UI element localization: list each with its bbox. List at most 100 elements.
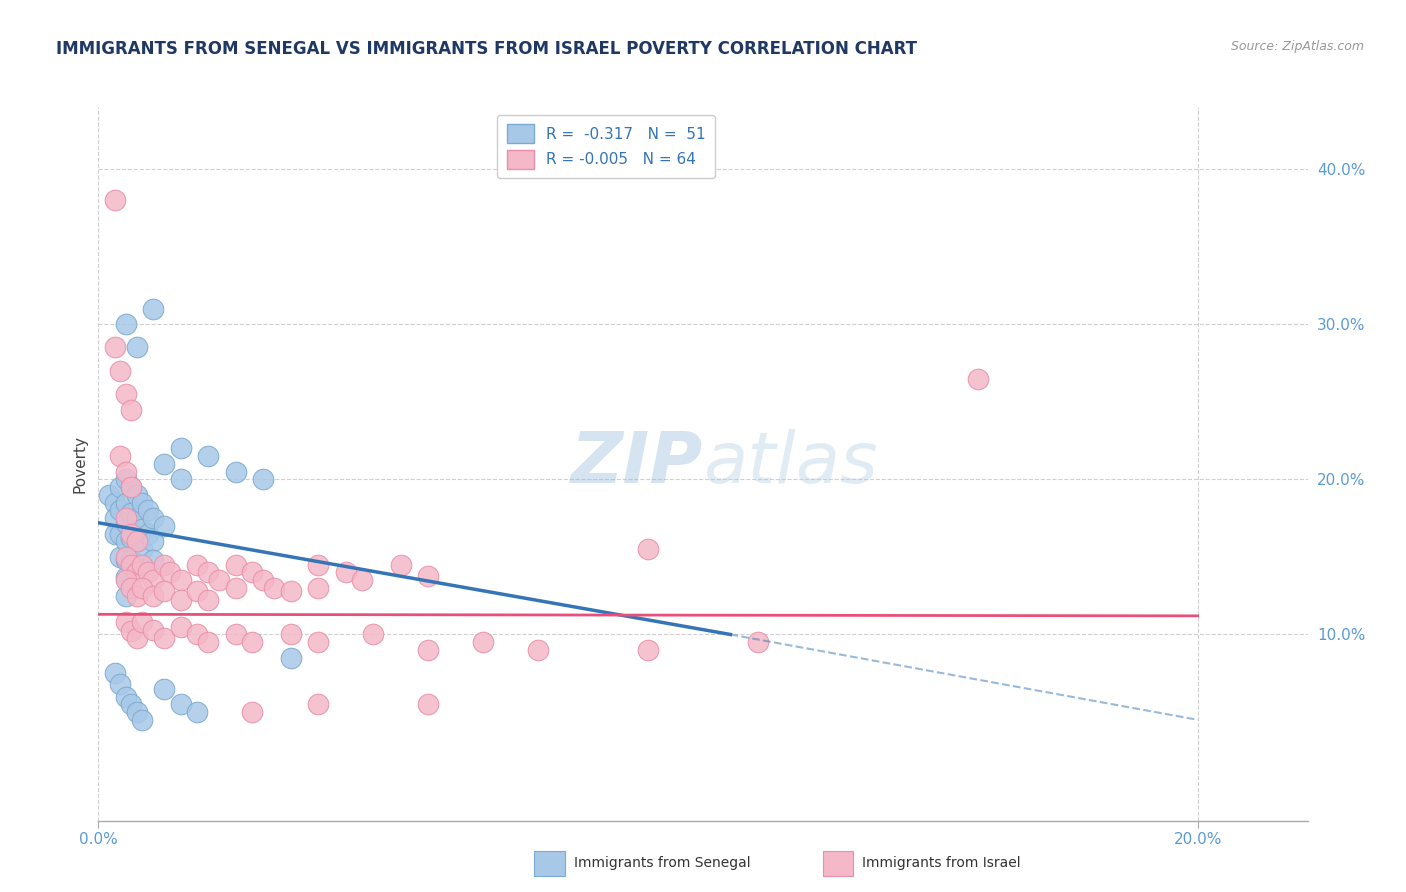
- Point: [263, 581, 285, 595]
- Point: [170, 620, 193, 634]
- Point: [115, 615, 138, 629]
- Point: [240, 566, 263, 580]
- Y-axis label: Poverty: Poverty: [72, 434, 87, 493]
- Point: [110, 526, 132, 541]
- Point: [637, 643, 659, 657]
- Point: [186, 558, 208, 572]
- Point: [142, 553, 165, 567]
- Point: [280, 650, 302, 665]
- Point: [120, 531, 142, 545]
- Point: [104, 511, 127, 525]
- Point: [115, 465, 138, 479]
- Text: IMMIGRANTS FROM SENEGAL VS IMMIGRANTS FROM ISRAEL POVERTY CORRELATION CHART: IMMIGRANTS FROM SENEGAL VS IMMIGRANTS FR…: [56, 40, 917, 58]
- Point: [418, 698, 440, 712]
- Point: [120, 553, 142, 567]
- Point: [131, 542, 153, 557]
- Point: [307, 698, 329, 712]
- Point: [153, 681, 176, 696]
- Point: [142, 573, 165, 587]
- Text: Source: ZipAtlas.com: Source: ZipAtlas.com: [1230, 40, 1364, 54]
- Point: [153, 558, 176, 572]
- Point: [170, 573, 193, 587]
- Point: [361, 627, 384, 641]
- Point: [352, 573, 374, 587]
- Point: [136, 566, 159, 580]
- Point: [115, 516, 138, 530]
- Point: [115, 549, 138, 564]
- Point: [208, 573, 231, 587]
- Point: [115, 317, 138, 331]
- Text: atlas: atlas: [703, 429, 877, 499]
- Text: Immigrants from Senegal: Immigrants from Senegal: [574, 856, 751, 871]
- Point: [153, 519, 176, 533]
- Point: [120, 558, 142, 572]
- Point: [252, 573, 274, 587]
- Point: [307, 635, 329, 649]
- Point: [120, 526, 142, 541]
- Point: [389, 558, 412, 572]
- Point: [197, 449, 219, 463]
- Point: [966, 371, 988, 385]
- Point: [170, 593, 193, 607]
- Point: [125, 511, 148, 525]
- Point: [240, 635, 263, 649]
- Point: [131, 495, 153, 509]
- Point: [142, 511, 165, 525]
- Text: ZIP: ZIP: [571, 429, 703, 499]
- Point: [115, 495, 138, 509]
- Point: [153, 457, 176, 471]
- Point: [104, 526, 127, 541]
- Point: [115, 570, 138, 584]
- Text: Immigrants from Israel: Immigrants from Israel: [862, 856, 1021, 871]
- Point: [110, 364, 132, 378]
- Point: [225, 558, 247, 572]
- Point: [120, 480, 142, 494]
- Point: [142, 589, 165, 603]
- Point: [98, 488, 121, 502]
- Point: [115, 387, 138, 401]
- Point: [110, 677, 132, 691]
- Point: [125, 589, 148, 603]
- Point: [131, 558, 153, 572]
- Point: [197, 635, 219, 649]
- Point: [120, 507, 142, 521]
- Point: [120, 698, 142, 712]
- Point: [252, 472, 274, 486]
- Point: [225, 581, 247, 595]
- Point: [115, 511, 138, 525]
- Point: [472, 635, 495, 649]
- Point: [170, 472, 193, 486]
- Point: [142, 623, 165, 637]
- Point: [225, 465, 247, 479]
- Point: [170, 442, 193, 456]
- Point: [115, 472, 138, 486]
- Point: [125, 631, 148, 645]
- Point: [170, 698, 193, 712]
- Point: [115, 573, 138, 587]
- Point: [120, 624, 142, 639]
- Point: [125, 341, 148, 355]
- Point: [307, 581, 329, 595]
- Point: [104, 193, 127, 207]
- Point: [153, 631, 176, 645]
- Point: [136, 503, 159, 517]
- Point: [125, 488, 148, 502]
- Point: [335, 566, 357, 580]
- Point: [418, 568, 440, 582]
- Point: [125, 534, 148, 549]
- Point: [527, 643, 550, 657]
- Point: [186, 627, 208, 641]
- Point: [186, 705, 208, 719]
- Point: [110, 449, 132, 463]
- Point: [125, 558, 148, 572]
- Point: [142, 534, 165, 549]
- Point: [131, 522, 153, 536]
- Point: [280, 584, 302, 599]
- Point: [125, 534, 148, 549]
- Point: [125, 705, 148, 719]
- Point: [104, 495, 127, 509]
- Point: [142, 301, 165, 316]
- Point: [153, 584, 176, 599]
- Point: [186, 584, 208, 599]
- Point: [418, 643, 440, 657]
